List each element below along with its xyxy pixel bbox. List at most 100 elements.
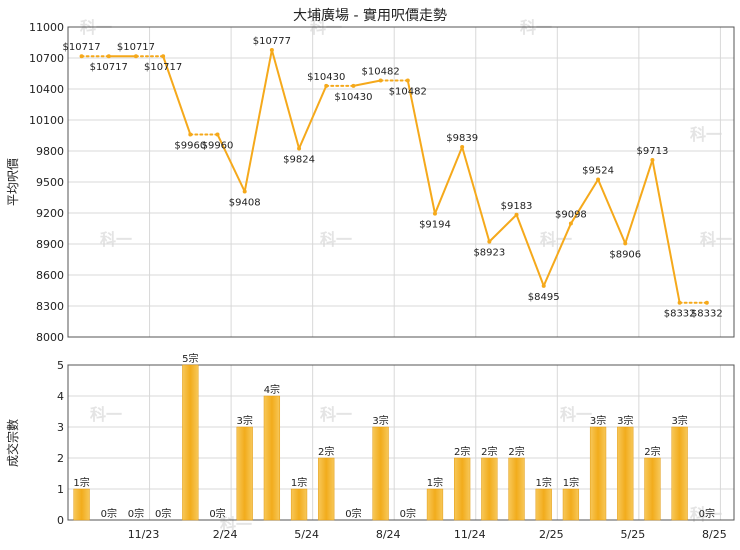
line-point	[650, 157, 655, 162]
bar-value-label: 2宗	[508, 445, 524, 458]
chart-title: 大埔廣場 - 實用呎價走勢	[293, 7, 447, 24]
transaction-bar	[290, 488, 308, 521]
line-point	[79, 54, 84, 59]
line-value-label: $9524	[582, 166, 614, 177]
line-point	[514, 212, 519, 217]
bar-value-label: 5宗	[182, 352, 198, 365]
line-segment	[434, 146, 464, 214]
line-value-label: $9713	[637, 146, 669, 157]
line-y-tick-label: 10100	[29, 114, 64, 127]
line-y-tick-label: 8000	[36, 331, 64, 344]
line-point	[297, 146, 302, 151]
line-value-label: $8332	[664, 309, 696, 320]
line-point	[242, 189, 247, 194]
line-value-label: $10482	[389, 87, 427, 98]
transaction-bar	[73, 488, 90, 521]
line-value-label: $8906	[609, 249, 641, 260]
line-y-tick-label: 8300	[36, 300, 64, 313]
bar-y-tick-label: 5	[57, 359, 64, 372]
line-segment	[488, 214, 518, 243]
line-segment	[243, 49, 273, 192]
bar-y-tick-label: 3	[57, 421, 64, 434]
bar-value-label: 2宗	[454, 445, 470, 458]
line-segment	[162, 55, 192, 135]
line-segment	[542, 223, 572, 287]
line-point	[106, 54, 111, 59]
bar-value-label: 3宗	[372, 414, 388, 427]
bar-y-tick-label: 1	[57, 483, 64, 496]
bar-value-label: 1宗	[563, 476, 579, 489]
line-y-tick-label: 9500	[36, 176, 64, 189]
line-value-label: $9824	[283, 155, 315, 166]
transaction-bar	[562, 488, 580, 521]
bar-value-label: 2宗	[318, 445, 334, 458]
transaction-bar	[454, 457, 471, 521]
line-plot-border	[67, 26, 735, 338]
line-y-tick-label: 9800	[36, 145, 64, 158]
line-segment	[270, 49, 301, 149]
line-value-label: $9408	[229, 198, 261, 209]
line-segment	[515, 214, 545, 287]
line-value-label: $9960	[202, 140, 234, 151]
transaction-bar	[236, 426, 253, 521]
bar-y-tick-label: 4	[57, 390, 64, 403]
bar-value-label: 0宗	[128, 507, 144, 520]
bar-value-label: 0宗	[155, 507, 171, 520]
transaction-bar	[617, 426, 634, 521]
line-segment	[570, 178, 599, 225]
watermark-text: 科一	[690, 505, 722, 524]
line-point	[188, 132, 193, 137]
line-value-label: $8923	[473, 248, 505, 259]
line-value-label: $9839	[446, 133, 478, 144]
line-point	[596, 177, 601, 182]
bar-value-label: 2宗	[481, 445, 497, 458]
x-tick-label: 2/25	[539, 528, 564, 541]
transaction-bar	[671, 426, 688, 521]
line-point	[704, 300, 709, 305]
bar-plot-border	[67, 364, 735, 521]
x-tick-label: 5/25	[621, 528, 646, 541]
line-value-label: $8332	[691, 309, 723, 320]
line-y-tick-label: 8600	[36, 269, 64, 282]
line-point	[215, 132, 220, 137]
watermark-text: 科一	[690, 125, 722, 144]
line-point	[405, 78, 410, 83]
bar-value-label: 3宗	[590, 414, 606, 427]
transaction-bar	[263, 395, 281, 521]
line-point	[161, 54, 166, 59]
bar-value-label: 3宗	[671, 414, 687, 427]
x-tick-label: 8/25	[702, 528, 727, 541]
watermark-text: 科一	[560, 405, 592, 424]
watermark-text: 科一	[90, 405, 122, 424]
bar-value-label: 4宗	[264, 383, 280, 396]
line-point	[623, 241, 628, 246]
bar-y-tick-label: 0	[57, 514, 64, 527]
x-tick-label: 11/24	[454, 528, 486, 541]
line-value-label: $10717	[90, 62, 128, 73]
bar-value-label: 1宗	[291, 476, 307, 489]
line-point	[378, 78, 383, 83]
watermark-text: 科一	[320, 230, 352, 249]
line-segment	[461, 146, 491, 242]
line-value-label: $9194	[419, 220, 451, 231]
bar-value-label: 0宗	[345, 507, 361, 520]
line-segment	[624, 159, 654, 244]
line-segment	[651, 159, 681, 303]
transaction-bar	[589, 426, 607, 521]
line-value-label: $10717	[62, 42, 100, 53]
line-y-tick-label: 8900	[36, 238, 64, 251]
watermark-text: 科一	[100, 230, 132, 249]
x-tick-label: 2/24	[213, 528, 238, 541]
bar-value-label: 0宗	[101, 507, 117, 520]
line-point	[269, 48, 274, 53]
line-y-tick-label: 10700	[29, 52, 64, 65]
x-tick-label: 5/24	[294, 528, 319, 541]
line-point	[460, 144, 465, 149]
transaction-bar	[535, 488, 552, 521]
bar-value-label: 0宗	[400, 507, 416, 520]
x-tick-label: 8/24	[376, 528, 401, 541]
bar-value-label: 1宗	[73, 476, 89, 489]
line-point	[133, 54, 138, 59]
line-value-label: $9183	[501, 201, 533, 212]
